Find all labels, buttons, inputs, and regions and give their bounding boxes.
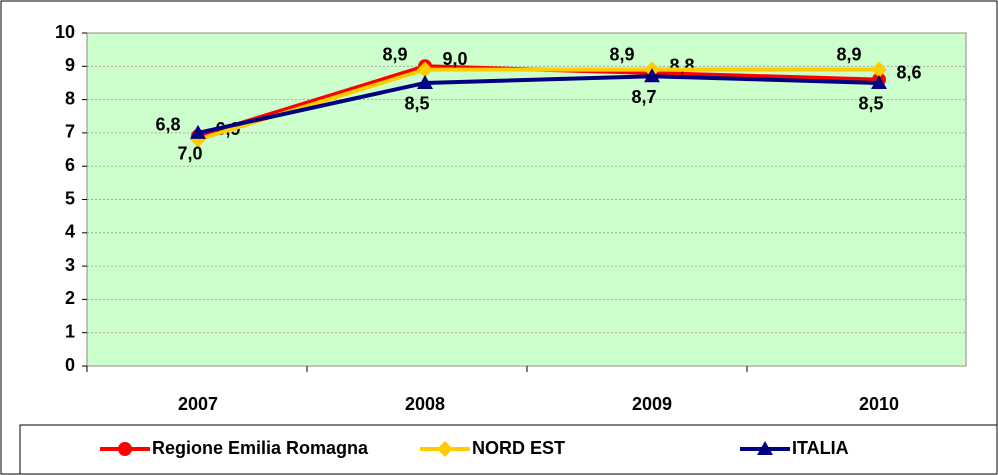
legend-marker	[118, 442, 132, 456]
y-tick-label: 6	[65, 155, 75, 175]
data-label: 8,8	[669, 56, 694, 76]
y-tick-label: 10	[55, 22, 75, 42]
data-label: 8,6	[896, 62, 921, 82]
data-label: 9,0	[442, 49, 467, 69]
legend-label: Regione Emilia Romagna	[152, 438, 369, 458]
y-tick-label: 1	[65, 321, 75, 341]
legend-marker	[757, 441, 773, 455]
x-tick-label: 2008	[405, 394, 445, 414]
y-tick-label: 9	[65, 55, 75, 75]
y-tick-label: 0	[65, 355, 75, 375]
data-label: 7,0	[177, 144, 202, 164]
data-label: 8,5	[404, 94, 429, 114]
data-label: 8,7	[631, 87, 656, 107]
x-tick-label: 2009	[632, 394, 672, 414]
point-marker	[417, 74, 433, 89]
legend-label: ITALIA	[792, 438, 849, 458]
x-tick-label: 2010	[859, 394, 899, 414]
data-label: 6,8	[155, 114, 180, 134]
y-tick-label: 5	[65, 188, 75, 208]
y-tick-label: 2	[65, 288, 75, 308]
y-tick-label: 7	[65, 122, 75, 142]
data-label: 8,9	[609, 44, 634, 64]
point-marker	[190, 124, 206, 139]
point-marker	[417, 61, 433, 78]
point-marker	[871, 74, 887, 89]
data-label: 8,5	[858, 94, 883, 114]
series-line	[197, 74, 880, 135]
y-tick-label: 3	[65, 255, 75, 275]
data-label: 8,9	[382, 44, 407, 64]
x-tick-label: 2007	[178, 394, 218, 414]
legend-label: NORD EST	[472, 438, 565, 458]
y-tick-label: 8	[65, 88, 75, 108]
series-line	[197, 67, 879, 142]
legend-box	[19, 424, 998, 475]
data-label: 8,9	[836, 44, 861, 64]
legend-marker	[437, 441, 453, 457]
point-marker	[871, 61, 887, 78]
point-marker	[644, 68, 660, 83]
y-tick-label: 4	[65, 222, 75, 242]
